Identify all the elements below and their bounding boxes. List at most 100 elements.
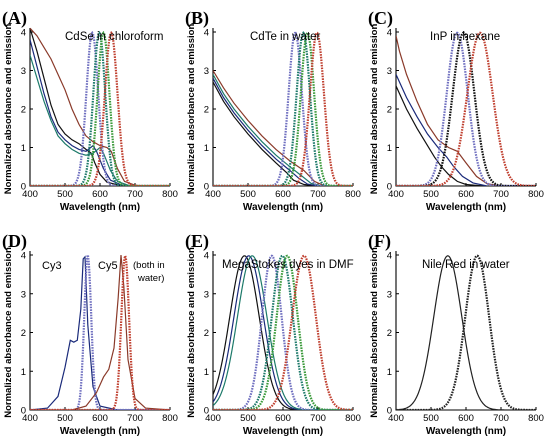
- series-emission-5: [396, 31, 536, 186]
- y-tick-label: 4: [387, 28, 392, 39]
- series-absorbance-1: [213, 77, 319, 186]
- x-tick-label: 600: [458, 413, 474, 424]
- x-tick-label: 600: [275, 413, 291, 424]
- panel-b: (B) 400 500 600 700 800 0 1 2 3 4 Wavelength (nm) No…: [185, 8, 361, 213]
- series-absorbance-2: [396, 35, 502, 186]
- series-group: [396, 254, 536, 410]
- y-axis-label: Normalized absorbance and emission: [3, 247, 14, 418]
- x-tick-label: 400: [205, 189, 221, 200]
- axis-line: [395, 251, 536, 411]
- x-tick-label: 800: [528, 189, 544, 200]
- x-tick-label: 400: [388, 189, 404, 200]
- y-tick-label: 4: [204, 28, 209, 39]
- panel-label: (E): [185, 231, 209, 252]
- series-absorbance-1: [30, 39, 136, 186]
- y-tick-label: 2: [21, 328, 26, 339]
- x-axis-label: Wavelength (nm): [60, 426, 140, 437]
- x-tick-label: 600: [275, 189, 291, 200]
- panel-c: (C) 400 500 600 700 800 0 1 2 3 4 Wavelength (nm) No…: [368, 8, 544, 213]
- y-axis-label: Normalized absorbance and emission: [369, 247, 380, 418]
- y-tick-label: 1: [387, 143, 392, 154]
- x-axis-label: Wavelength (nm): [243, 426, 323, 437]
- x-tick-label: 700: [127, 413, 143, 424]
- x-tick-label: 800: [345, 413, 361, 424]
- x-tick-label: 800: [162, 189, 178, 200]
- x-tick-label: 400: [388, 413, 404, 424]
- series-group: [396, 31, 536, 186]
- x-tick-label: 500: [57, 189, 73, 200]
- y-tick-label: 3: [204, 66, 209, 77]
- y-tick-label: 2: [204, 328, 209, 339]
- y-tick-label: 3: [204, 289, 209, 300]
- panel-title: InP in hexane: [430, 31, 500, 43]
- y-tick-label: 4: [21, 251, 26, 262]
- series-group: [213, 31, 353, 186]
- x-tick-label: 500: [423, 413, 439, 424]
- annotation-label: (both in: [133, 260, 165, 271]
- y-axis-label: Normalized absorbance and emission: [186, 247, 197, 418]
- y-tick-label: 0: [387, 406, 392, 417]
- x-tick-label: 800: [345, 189, 361, 200]
- axis-line: [212, 28, 353, 187]
- panel-label: (D): [2, 231, 27, 252]
- y-tick-label: 0: [21, 182, 26, 193]
- panel-title: CdTe in water: [250, 31, 320, 43]
- y-tick-label: 2: [204, 105, 209, 116]
- series-emission-3: [213, 254, 353, 410]
- series-emission-5: [213, 254, 353, 410]
- annotation-label: Cy5: [98, 260, 118, 272]
- panel-d: (D) 400 500 600 700 800 0 1 2 3 4 Wavelength (nm) No…: [2, 231, 178, 437]
- panel-a: (A) 400 500 600 700 800 0 1 2 3 4 Wavelength (nm) No…: [2, 8, 178, 213]
- panel-title: CdSe in chloroform: [65, 31, 163, 43]
- x-tick-label: 800: [528, 413, 544, 424]
- x-tick-label: 600: [92, 413, 108, 424]
- series-absorbance-2: [213, 74, 322, 186]
- series-absorbance-1: [213, 255, 353, 410]
- y-tick-label: 2: [387, 328, 392, 339]
- y-tick-label: 0: [204, 406, 209, 417]
- x-axis-label: Wavelength (nm): [426, 426, 506, 437]
- series-absorbance-0: [396, 85, 484, 186]
- y-tick-label: 4: [204, 251, 209, 262]
- x-tick-label: 500: [240, 413, 256, 424]
- series-emission-6: [30, 30, 170, 186]
- series-group: [213, 254, 353, 410]
- y-tick-label: 1: [204, 367, 209, 378]
- series-emission-5: [30, 30, 170, 186]
- series-absorbance-1: [396, 74, 488, 186]
- series-absorbance-0: [213, 255, 353, 410]
- panel-label: (F): [368, 231, 391, 252]
- y-tick-label: 4: [21, 28, 26, 39]
- series-absorbance-0: [396, 255, 536, 410]
- x-tick-label: 500: [57, 413, 73, 424]
- x-axis-label: Wavelength (nm): [426, 202, 506, 213]
- x-tick-label: 600: [458, 189, 474, 200]
- y-axis-label: Normalized absorbance and emission: [3, 24, 14, 195]
- x-tick-label: 400: [205, 413, 221, 424]
- series-absorbance-0: [30, 28, 136, 186]
- y-tick-label: 3: [21, 66, 26, 77]
- y-tick-label: 1: [21, 367, 26, 378]
- x-axis-label: Wavelength (nm): [60, 202, 140, 213]
- series-absorbance-3: [30, 27, 143, 186]
- x-tick-label: 500: [423, 189, 439, 200]
- series-group: [30, 251, 170, 410]
- series-emission-4: [30, 30, 170, 186]
- series-emission-4: [396, 31, 536, 186]
- y-axis-label: Normalized absorbance and emission: [186, 24, 197, 195]
- series-emission-6: [213, 254, 353, 410]
- series-emission-5: [213, 31, 353, 186]
- annotation-label: Cy3: [42, 260, 62, 272]
- y-tick-label: 4: [387, 251, 392, 262]
- series-emission-4: [213, 31, 353, 186]
- y-tick-label: 3: [387, 289, 392, 300]
- series-absorbance-2: [30, 54, 136, 186]
- panel-label: (B): [185, 8, 209, 29]
- y-tick-label: 0: [387, 182, 392, 193]
- panel-label: (C): [368, 8, 393, 29]
- x-tick-label: 700: [127, 189, 143, 200]
- y-tick-label: 1: [21, 143, 26, 154]
- series-absorbance-2: [213, 255, 353, 410]
- series-absorbance-3: [213, 70, 326, 186]
